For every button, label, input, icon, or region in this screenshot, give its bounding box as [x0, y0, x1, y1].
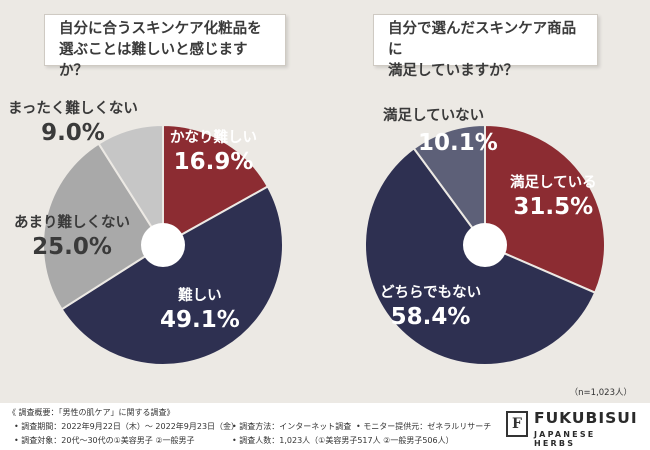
chart2-question-line1: 自分で選んだスキンケア商品に — [388, 21, 577, 58]
survey-count: • 調査人数：1,023人（①美容男子517人 ②一般男子506人） — [232, 436, 454, 445]
chart2-slice-pct: 10.1% — [418, 130, 498, 156]
chart2-slice-0 — [484, 123, 606, 294]
brand-mark: F — [506, 411, 528, 437]
chart2-slice-label: 満足していない — [383, 108, 485, 124]
chart1-slice-pct: 49.1% — [160, 307, 240, 333]
chart1-center-hole — [141, 223, 185, 267]
pie-charts — [42, 123, 606, 366]
chart2-slice-pct: 58.4% — [390, 304, 471, 330]
chart2-label-manzoku: 満足している 31.5% — [510, 171, 597, 222]
sample-size-note: （n=1,023人） — [569, 388, 632, 398]
chart2-slice-label: どちらでもない — [380, 285, 482, 301]
chart1-label-mattaku: まったく難しくない 9.0% — [8, 97, 138, 148]
chart1-slice-3 — [97, 123, 164, 249]
chart2-question-line2: 満足していますか？ — [388, 63, 519, 79]
chart1-question: 自分に合うスキンケア化粧品を 選ぶことは難しいと感じますか？ — [44, 14, 286, 79]
chart1-slice-0 — [162, 123, 270, 247]
chart1-slice-pct: 25.0% — [32, 234, 112, 260]
chart2-label-fuman-name: 満足していない — [383, 104, 484, 125]
survey-method: • 調査方法：インターネット調査 — [232, 422, 352, 431]
brand-subtitle: JAPANESE HERBS — [534, 430, 596, 448]
chart1-slice-pct: 9.0% — [41, 120, 105, 146]
chart2-slice-2 — [412, 123, 486, 249]
survey-provider: • モニター提供元：ゼネラルリサーチ — [356, 422, 492, 431]
chart1-question-line1: 自分に合うスキンケア化粧品を — [59, 21, 262, 37]
chart1-slice-pct: 16.9% — [173, 149, 254, 175]
chart2-question: 自分で選んだスキンケア商品に 満足していますか？ — [373, 14, 598, 79]
chart2-slice-pct: 31.5% — [513, 194, 594, 220]
chart1-slice-2 — [42, 142, 165, 311]
chart2-label-fuman-pct: 10.1% — [418, 128, 498, 158]
chart1-slice-label: かなり難しい — [170, 130, 257, 146]
brand-name: FUKUBISUI — [534, 409, 638, 427]
chart1-label-amari: あまり難しくない 25.0% — [14, 211, 130, 262]
chart1-slice-1 — [60, 185, 284, 366]
survey-period: • 調査期間：2022年9月22日（木）～ 2022年9月23日（金） — [14, 422, 240, 431]
chart1-label-kanari: かなり難しい 16.9% — [170, 126, 257, 177]
chart1-question-line2: 選ぶことは難しいと感じますか？ — [59, 42, 248, 79]
chart1-slice-label: 難しい — [178, 288, 222, 304]
survey-target: • 調査対象：20代～30代の①美容男子 ②一般男子 — [14, 436, 195, 445]
survey-overview: 《 調査概要：「男性の肌ケア」に関する調査》 — [8, 408, 175, 417]
chart2-slice-label: 満足している — [510, 175, 597, 191]
chart1-slice-label: あまり難しくない — [14, 215, 130, 231]
chart1-slice-label: まったく難しくない — [8, 101, 138, 117]
chart2-label-dochira: どちらでもない 58.4% — [380, 281, 481, 332]
chart1-label-muzukashii: 難しい 49.1% — [160, 284, 240, 335]
chart2-center-hole — [463, 223, 507, 267]
survey-footer: 《 調査概要：「男性の肌ケア」に関する調査》 • 調査期間：2022年9月22日… — [0, 403, 650, 450]
